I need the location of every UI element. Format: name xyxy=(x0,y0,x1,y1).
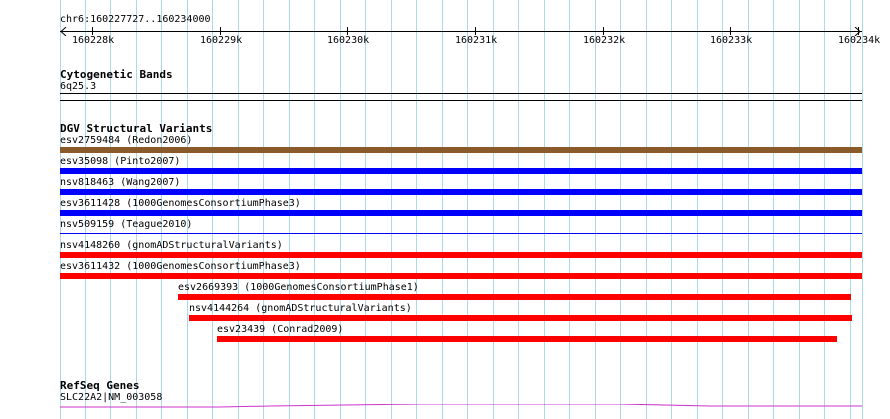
ruler-tick xyxy=(92,27,93,35)
variant-feature-esv35098[interactable] xyxy=(60,168,862,174)
refseq-track-title[interactable]: RefSeq Genes xyxy=(60,379,140,392)
cytoband-label: 6q25.3 xyxy=(60,81,97,92)
ruler-tick-label: 160234k xyxy=(838,35,881,46)
ruler-tick-label: 160231k xyxy=(455,35,498,46)
variant-feature-esv3611428[interactable] xyxy=(60,210,862,216)
variant-label: esv3611432 (1000GenomesConsortiumPhase3) xyxy=(60,261,301,272)
ruler-tick-label: 160233k xyxy=(710,35,753,46)
dgv-track-title[interactable]: DGV Structural Variants xyxy=(60,122,213,135)
cytoband-track-title[interactable]: Cytogenetic Bands xyxy=(60,68,173,81)
cytoband-line xyxy=(60,93,862,94)
variant-feature-nsv4148260[interactable] xyxy=(60,252,862,258)
ruler-tick-label: 160228k xyxy=(72,35,115,46)
ruler-tick xyxy=(858,27,859,35)
variant-feature-nsv509159[interactable] xyxy=(60,233,862,234)
variant-label: esv2669393 (1000GenomesConsortiumPhase1) xyxy=(178,282,419,293)
variant-label: esv35098 (Pinto2007) xyxy=(60,156,181,167)
variant-feature-esv3611432[interactable] xyxy=(60,273,862,279)
ruler-tick-label: 160230k xyxy=(327,35,370,46)
ruler-tick-label: 160232k xyxy=(583,35,626,46)
variant-label: esv2759484 (Redon2006) xyxy=(60,135,193,146)
ruler-tick xyxy=(730,27,731,35)
gene-label: SLC22A2|NM_003058 xyxy=(60,392,163,403)
ruler-tick xyxy=(220,27,221,35)
ruler-tick xyxy=(347,27,348,35)
track-separator xyxy=(60,100,862,101)
ruler-left-arrow xyxy=(60,27,67,36)
variant-feature-esv2759484[interactable] xyxy=(60,147,862,153)
variant-label: esv3611428 (1000GenomesConsortiumPhase3) xyxy=(60,198,301,209)
variant-feature-nsv818463[interactable] xyxy=(60,189,862,195)
variant-label: esv23439 (Conrad2009) xyxy=(217,324,344,335)
variant-feature-esv23439[interactable] xyxy=(217,336,837,342)
variant-label: nsv509159 (Teague2010) xyxy=(60,219,193,230)
variant-label: nsv4148260 (gnomADStructuralVariants) xyxy=(60,240,283,251)
ruler-right-arrow xyxy=(854,27,861,36)
ruler-axis xyxy=(60,31,862,32)
variant-feature-esv2669393[interactable] xyxy=(178,294,851,300)
ruler-tick xyxy=(603,27,604,35)
ruler-tick-label: 160229k xyxy=(200,35,243,46)
variant-label: nsv818463 (Wang2007) xyxy=(60,177,181,188)
gene-feature-slc22a2[interactable] xyxy=(60,404,862,408)
variant-feature-nsv4144264[interactable] xyxy=(189,315,852,321)
variant-label: nsv4144264 (gnomADStructuralVariants) xyxy=(189,303,412,314)
location-label: chr6:160227727..160234000 xyxy=(60,14,211,25)
ruler-tick xyxy=(475,27,476,35)
